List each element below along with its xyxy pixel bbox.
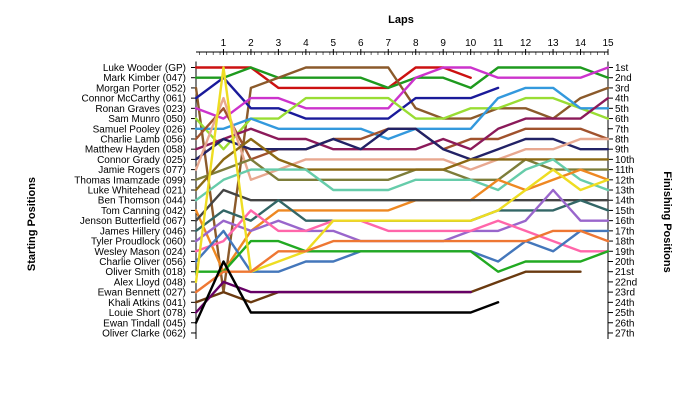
start-label: Luke Whitehead (021)	[88, 186, 186, 197]
driver-line-26	[194, 260, 500, 324]
start-label: Sam Munro (050)	[108, 114, 186, 125]
start-label: Tyler Proudlock (060)	[91, 237, 186, 248]
lap-label-10: 10	[465, 38, 477, 49]
finish-label: 20th	[615, 257, 634, 268]
start-label: Connor Grady (025)	[97, 155, 186, 166]
driver-line-22	[194, 66, 610, 284]
driver-line-7	[194, 86, 610, 141]
finish-label: 13th	[615, 186, 634, 197]
driver-line-3	[194, 66, 610, 294]
lap-label-3: 3	[276, 38, 282, 49]
lap-label-15: 15	[602, 38, 614, 49]
finish-label: 10th	[615, 155, 634, 166]
finish-label: 24th	[615, 298, 634, 309]
start-label: Jenson Butterfield (067)	[80, 216, 186, 227]
start-label: Ewan Tindall (045)	[103, 318, 186, 329]
finish-label: 11th	[615, 165, 634, 176]
driver-line-9	[194, 96, 610, 151]
finish-label: 2nd	[615, 73, 632, 84]
driver-line-19	[194, 209, 610, 253]
driver-line-2	[194, 66, 610, 90]
start-label: Jamie Rogers (077)	[98, 165, 186, 176]
driver-line-23	[194, 229, 610, 294]
lap-label-4: 4	[303, 38, 309, 49]
start-label: Thomas Imamzade (099)	[74, 175, 186, 186]
finish-label: 4th	[615, 94, 629, 105]
start-label: Connor McCarthy (061)	[82, 94, 186, 105]
finish-label: 7th	[615, 124, 629, 135]
lap-label-11: 11	[493, 38, 504, 49]
finish-label: 16th	[615, 216, 634, 227]
right-axis-title: Finishing Positions	[661, 171, 673, 272]
lap-label-1: 1	[221, 38, 227, 49]
driver-line-14	[194, 158, 610, 202]
finish-label: 18th	[615, 237, 634, 248]
lap-label-8: 8	[413, 38, 419, 49]
lap-label-7: 7	[385, 38, 391, 49]
driver-line-24	[194, 270, 582, 304]
start-label: Ewan Bennett (027)	[98, 288, 186, 299]
start-label: Mark Kimber (047)	[103, 73, 186, 84]
finish-label: 19th	[615, 247, 634, 258]
lap-label-9: 9	[440, 38, 446, 49]
driver-line-5	[194, 66, 610, 120]
finish-label: 27th	[615, 328, 634, 339]
start-label: Samuel Pooley (026)	[93, 124, 186, 135]
start-label: Luke Wooder (GP)	[103, 63, 186, 74]
finish-label: 9th	[615, 145, 629, 156]
driver-line-25	[194, 280, 472, 314]
finish-label: 5th	[615, 104, 629, 115]
start-label: Oliver Clarke (062)	[102, 328, 186, 339]
finish-label: 14th	[615, 196, 634, 207]
start-label: James Hillery (046)	[100, 226, 186, 237]
driver-line-1	[194, 66, 472, 90]
finish-label: 15th	[615, 206, 634, 217]
finish-label: 6th	[615, 114, 629, 125]
series-lines	[194, 66, 610, 324]
x-axis-title: Laps	[388, 14, 414, 26]
driver-line-4	[194, 76, 500, 120]
finish-label: 12th	[615, 175, 634, 186]
lap-label-5: 5	[331, 38, 337, 49]
lap-label-6: 6	[358, 38, 364, 49]
start-label: Tom Canning (042)	[101, 206, 186, 217]
finish-label: 21st	[615, 267, 634, 278]
start-label: Ronan Graves (023)	[95, 104, 186, 115]
left-axis-title: Starting Positions	[26, 177, 38, 271]
start-label: Louie Short (078)	[109, 308, 186, 319]
driver-line-13	[194, 137, 610, 192]
finish-label: 26th	[615, 318, 634, 329]
finish-label: 25th	[615, 308, 634, 319]
finish-label: 17th	[615, 226, 634, 237]
start-label: Alex Lloyd (048)	[114, 277, 186, 288]
driver-line-21	[194, 239, 610, 273]
start-label: Khali Atkins (041)	[108, 298, 186, 309]
finish-label: 1st	[615, 63, 629, 74]
finish-label: 22nd	[615, 277, 637, 288]
finish-label: 3rd	[615, 83, 629, 94]
driver-line-16	[194, 188, 610, 222]
lap-label-14: 14	[575, 38, 587, 49]
lap-label-12: 12	[520, 38, 532, 49]
start-label: Charlie Lamb (056)	[100, 134, 186, 145]
start-label: Wesley Mason (024)	[94, 247, 186, 258]
start-label: Ben Thomson (044)	[98, 196, 186, 207]
start-label: Matthew Hayden (058)	[85, 145, 186, 156]
driver-line-11	[194, 96, 610, 182]
start-label: Charlie Oliver (056)	[99, 257, 186, 268]
start-label: Morgan Porter (052)	[96, 83, 186, 94]
lap-label-2: 2	[248, 38, 254, 49]
start-label: Oliver Smith (018)	[105, 267, 186, 278]
finish-label: 23rd	[615, 288, 635, 299]
driver-line-6	[194, 96, 610, 151]
lap-label-13: 13	[548, 38, 560, 49]
finish-label: 8th	[615, 134, 629, 145]
